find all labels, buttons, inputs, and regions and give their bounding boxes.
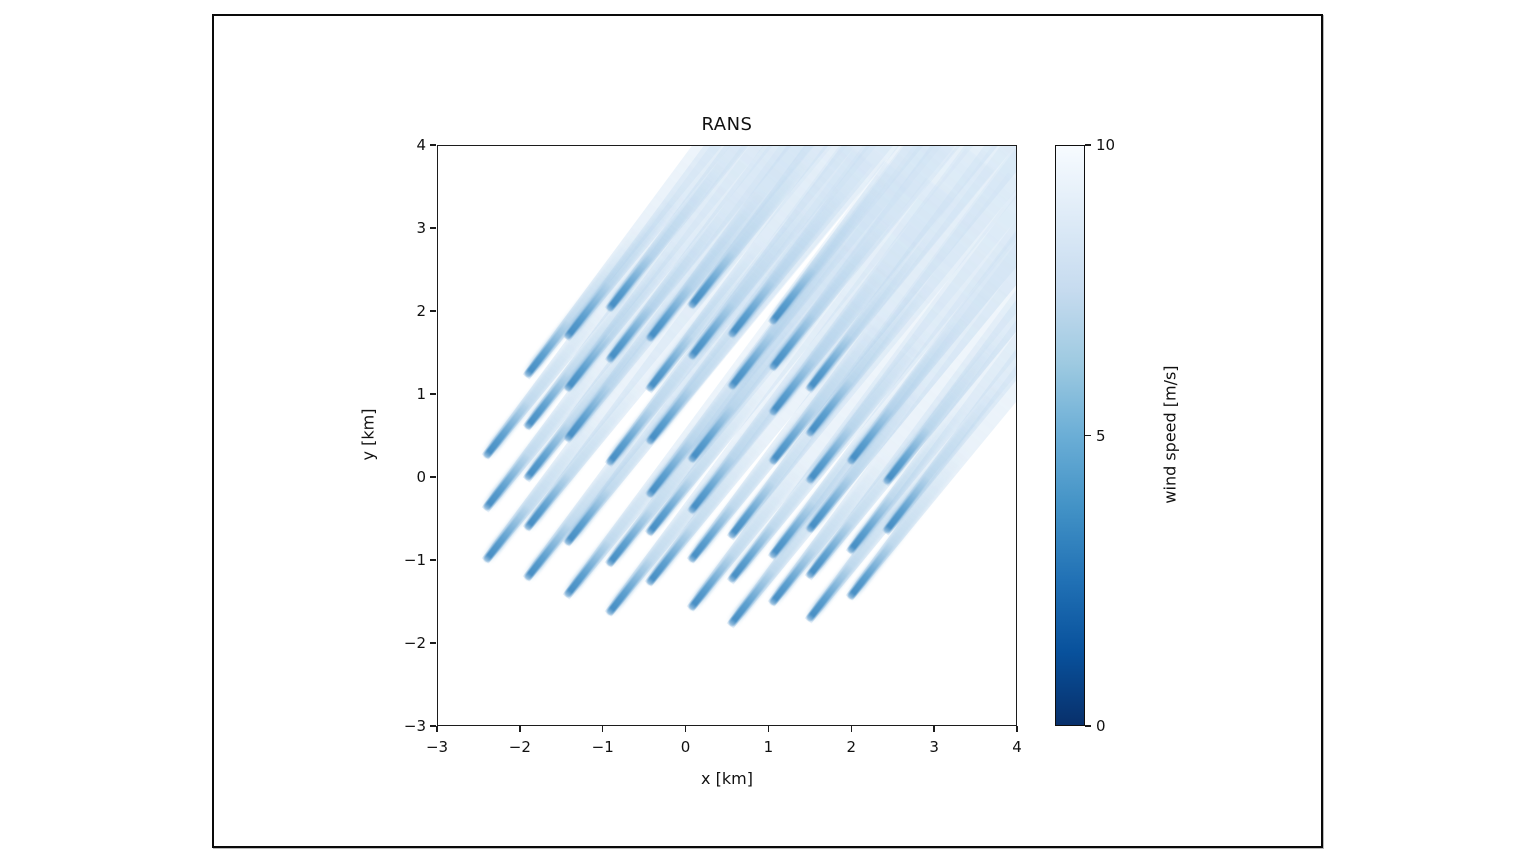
y-tick-mark (430, 393, 436, 395)
colorbar-gradient (1056, 146, 1084, 725)
x-tick-mark (684, 726, 687, 732)
turbine-wake-core (563, 539, 613, 599)
y-tick-mark (430, 476, 436, 478)
x-tick-mark (933, 726, 935, 732)
x-tick-label: 2 (846, 738, 857, 756)
y-tick-mark (430, 144, 436, 146)
y-tick-label: 1 (416, 385, 426, 403)
colorbar-label: wind speed [m/s] (1160, 365, 1180, 504)
x-tick-label: 3 (929, 738, 939, 756)
x-tick-mark (519, 726, 521, 732)
y-tick-label: −3 (403, 717, 426, 735)
turbine-wake-core (482, 503, 532, 564)
plot-area (437, 145, 1017, 726)
colorbar-tick-label: 5 (1096, 426, 1106, 445)
colorbar (1055, 145, 1085, 726)
plot-title: RANS (701, 114, 753, 135)
x-tick-label: 4 (1012, 738, 1022, 756)
x-tick-mark (767, 726, 770, 732)
x-tick-label: −3 (425, 738, 449, 756)
x-tick-mark (850, 726, 853, 732)
colorbar-tick-label: 0 (1096, 717, 1106, 735)
y-tick-mark (430, 310, 436, 312)
x-tick-label: −1 (591, 738, 614, 756)
y-tick-label: −1 (403, 551, 426, 569)
x-tick-label: 0 (680, 738, 691, 756)
colorbar-tick-mark (1085, 725, 1091, 727)
x-axis-label: x [km] (701, 769, 753, 788)
y-axis-label: y [km] (358, 408, 378, 461)
x-tick-mark (1016, 726, 1018, 732)
y-tick-label: 0 (416, 468, 426, 486)
colorbar-tick-mark (1085, 144, 1091, 146)
y-tick-label: 4 (416, 136, 426, 154)
y-tick-mark (430, 227, 436, 229)
figure-frame: RANS −3 −2 −1 0 1 2 3 4 4 3 2 1 0 −1 −2 −3 x [km] y [km… (212, 14, 1323, 848)
x-tick-mark (436, 726, 438, 732)
y-tick-label: 2 (416, 302, 426, 320)
colorbar-tick-label: 10 (1096, 136, 1116, 154)
x-tick-label: −2 (508, 738, 531, 756)
y-tick-mark (430, 642, 436, 644)
y-tick-label: 3 (416, 219, 426, 237)
y-tick-label: −2 (403, 634, 426, 652)
colorbar-tick-mark (1085, 434, 1091, 437)
y-tick-mark (430, 559, 436, 561)
x-tick-label: 1 (763, 738, 774, 756)
y-tick-mark (430, 725, 436, 727)
x-tick-mark (601, 726, 604, 732)
